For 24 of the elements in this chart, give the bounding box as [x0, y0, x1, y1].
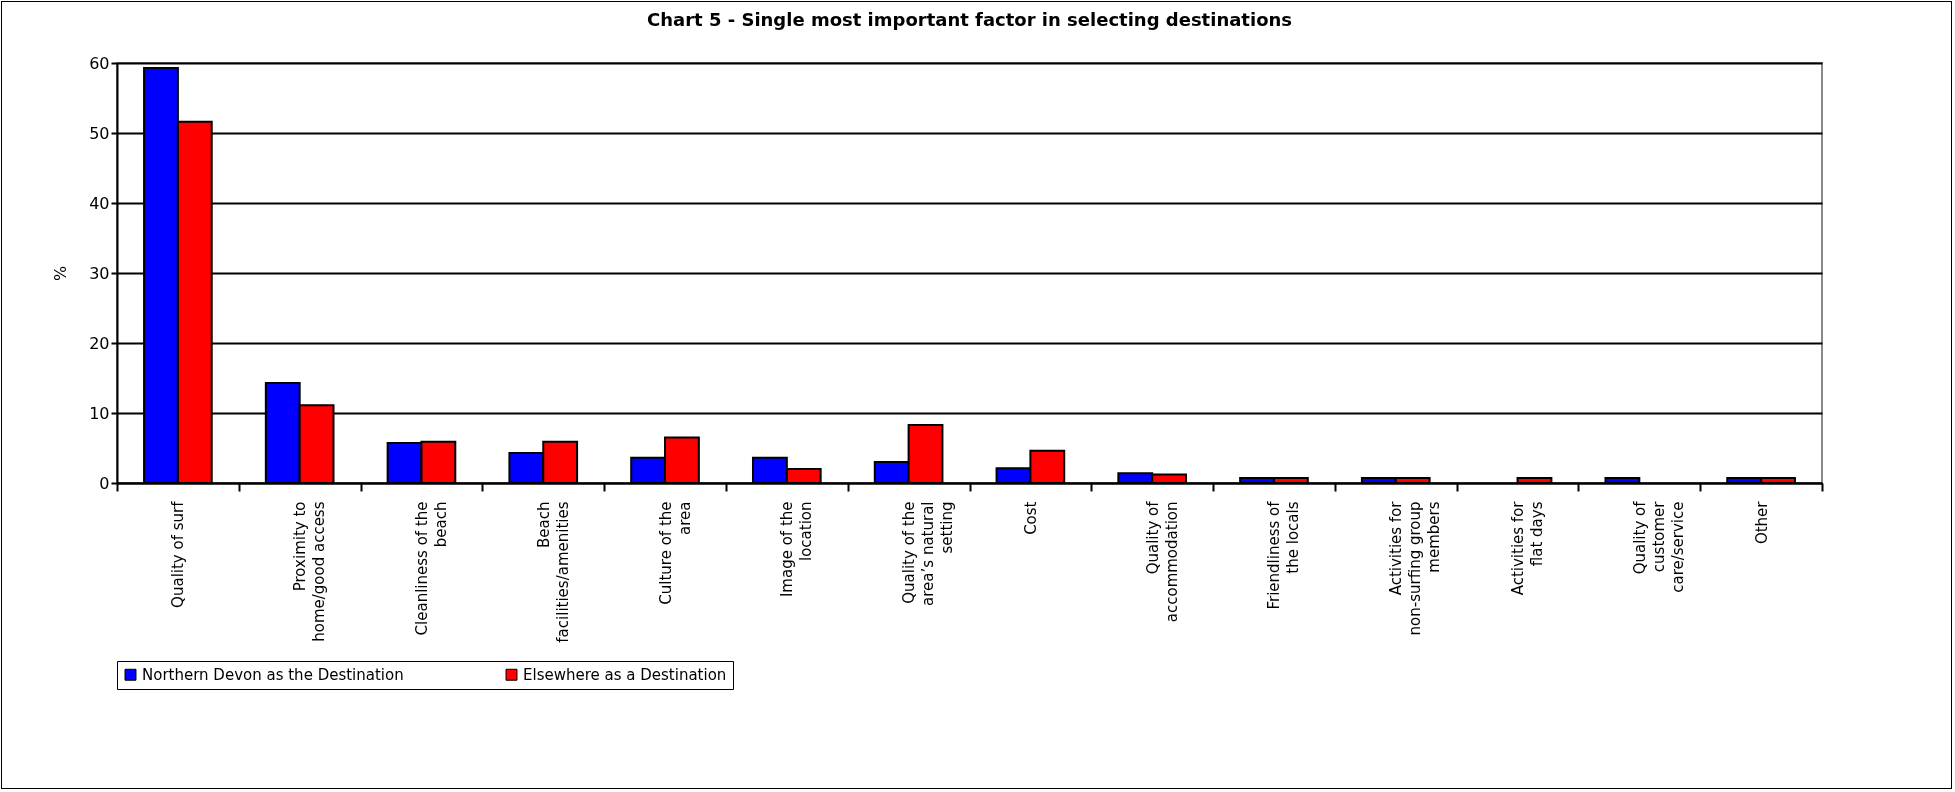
x-tick-label: Proximity to home/good access [291, 501, 329, 642]
x-tick-label: Activities for non-surfing group members [1387, 500, 1444, 636]
legend-label: Northern Devon as the Destination [142, 665, 404, 684]
x-tick-label: Friendliness of the locals [1265, 500, 1303, 610]
x-tick-label: Quality of the area’s natural setting [900, 501, 957, 606]
y-tick-label: 20 [89, 333, 110, 353]
x-tick-label: Quality of customer care/service [1630, 500, 1687, 593]
y-tick-label: 30 [89, 263, 110, 283]
x-tick-label: Culture of the area [656, 501, 694, 605]
y-tick-label: 10 [89, 403, 110, 423]
y-tick-label: 0 [99, 473, 110, 493]
y-tick-label: 60 [89, 53, 110, 73]
x-tick-label: Image of the location [778, 501, 816, 598]
y-tick-label: 50 [89, 123, 110, 143]
chart-title: Chart 5 - Single most important factor in selecting destinations [646, 9, 1293, 30]
x-tick-label: Quality of accommodation [1143, 500, 1181, 623]
x-tick-label: Other [1752, 500, 1771, 545]
y-tick-label: 40 [89, 193, 110, 213]
x-tick-label: Cost [1021, 501, 1040, 535]
y-axis-title: % [51, 265, 71, 282]
x-tick-label: Cleanliness of the beach [412, 501, 450, 636]
legend-label: Elsewhere as a Destination [523, 665, 727, 684]
x-tick-label: Quality of surf [169, 500, 188, 608]
x-tick-label: Activities for flat days [1509, 500, 1547, 596]
